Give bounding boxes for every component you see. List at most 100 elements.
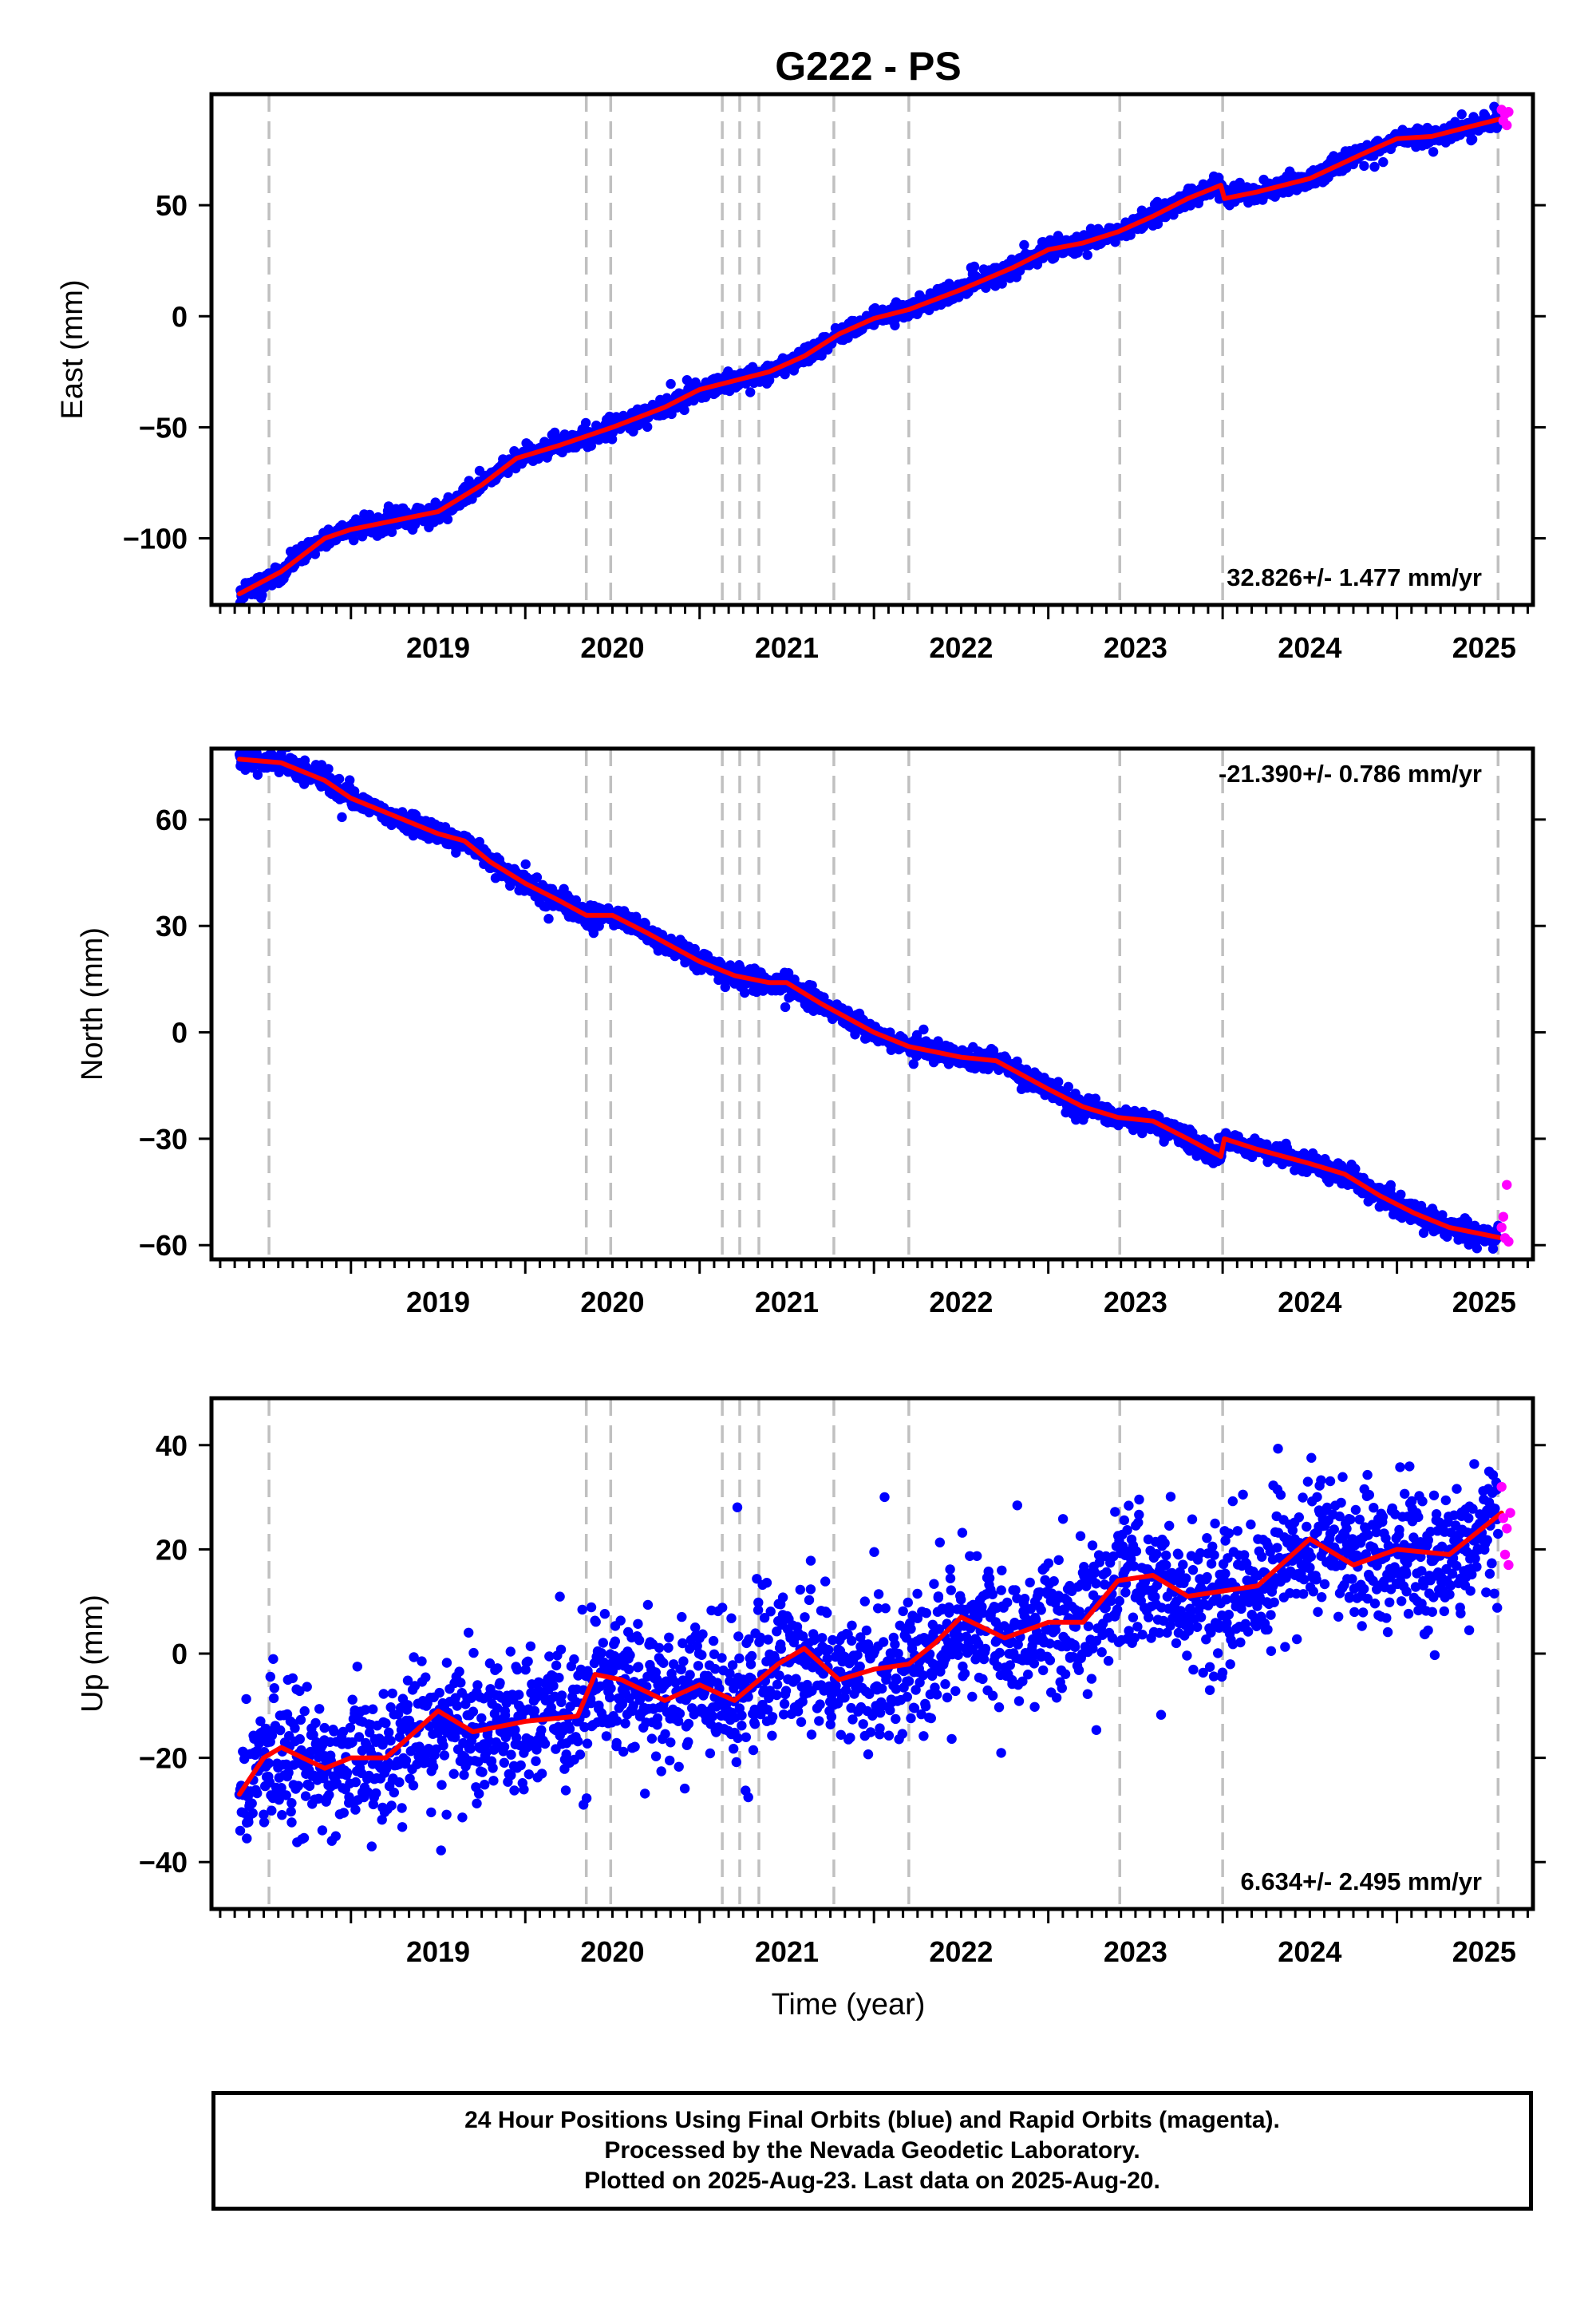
y-tick-label: 0 xyxy=(172,300,188,333)
final-orbit-point xyxy=(666,409,677,420)
plot-frame-north xyxy=(209,746,1535,1262)
final-orbit-point xyxy=(334,773,345,785)
final-orbit-point xyxy=(345,775,355,785)
final-orbit-point xyxy=(679,405,689,416)
x-tick-label: 2022 xyxy=(929,1286,993,1318)
final-orbit-point xyxy=(242,1833,252,1844)
final-orbit-point xyxy=(286,1798,297,1808)
final-orbit-point xyxy=(745,387,756,397)
x-tick-label: 2022 xyxy=(929,631,993,664)
x-axis-north: 2019 2020 2021 2022 2023 2024 2025 xyxy=(219,1261,1529,1318)
final-orbit-point xyxy=(268,1693,279,1704)
y-axis-label: North (mm) xyxy=(76,927,109,1081)
rapid-orbit-point xyxy=(1496,1222,1507,1233)
model-fit-line xyxy=(237,116,1504,597)
final-orbit-point xyxy=(286,1806,296,1817)
final-orbit-point xyxy=(981,283,991,293)
rapid-orbit-point xyxy=(1503,1236,1514,1247)
velocity-annotation: -21.390+/- 0.786 mm/yr xyxy=(1219,760,1482,788)
rapid-orbit-points xyxy=(1496,105,1514,131)
final-orbit-point xyxy=(1019,239,1029,251)
final-orbit-point xyxy=(580,417,591,429)
final-orbit-point xyxy=(408,830,419,841)
final-orbit-point xyxy=(276,1783,286,1793)
final-orbit-point xyxy=(918,1024,929,1035)
final-orbit-point xyxy=(281,1790,291,1800)
plot-area-north xyxy=(235,749,1514,1259)
x-tick-label: 2019 xyxy=(406,1286,470,1318)
y-axis-label: East (mm) xyxy=(56,279,89,419)
final-orbit-point xyxy=(1350,1164,1361,1174)
plot-area-up xyxy=(234,1398,1515,1909)
final-orbit-point xyxy=(543,914,554,924)
final-orbit-point xyxy=(241,1694,251,1705)
final-orbit-point xyxy=(235,1825,246,1836)
final-orbit-point xyxy=(349,535,359,546)
final-orbit-point xyxy=(259,1809,269,1820)
final-orbit-point xyxy=(1359,160,1369,172)
x-tick-label: 2023 xyxy=(1104,1286,1167,1318)
final-orbit-point xyxy=(1063,1081,1074,1093)
final-orbit-point xyxy=(451,848,461,858)
y-tick-label: −30 xyxy=(139,1123,188,1156)
final-orbit-points xyxy=(235,749,1503,1254)
final-orbit-point xyxy=(383,501,394,512)
final-orbit-point xyxy=(265,1671,275,1682)
final-orbit-point xyxy=(274,1795,284,1805)
final-orbit-point xyxy=(807,980,817,991)
final-orbit-point xyxy=(267,1730,278,1741)
final-orbit-point xyxy=(287,1673,298,1683)
final-orbit-point xyxy=(933,1036,943,1046)
final-orbit-point xyxy=(1369,161,1380,172)
final-orbit-point xyxy=(1437,1210,1448,1220)
final-orbit-point xyxy=(1418,1227,1429,1239)
final-orbit-point xyxy=(666,378,676,389)
x-tick-label: 2024 xyxy=(1278,631,1341,664)
rapid-orbit-point xyxy=(1502,1180,1512,1190)
y-tick-label: 60 xyxy=(156,804,188,836)
final-orbit-point xyxy=(364,509,375,520)
y-tick-label: −60 xyxy=(139,1229,188,1262)
final-orbit-point xyxy=(1071,1114,1081,1125)
final-orbit-point xyxy=(908,1059,919,1069)
final-orbit-point xyxy=(243,1816,254,1828)
final-orbit-point xyxy=(255,1716,266,1726)
final-orbit-point xyxy=(277,1810,287,1820)
final-orbit-point xyxy=(257,590,267,600)
final-orbit-point xyxy=(520,859,531,870)
y-tick-label: 50 xyxy=(156,189,188,222)
x-tick-label: 2020 xyxy=(580,1286,644,1318)
final-orbit-point xyxy=(783,968,794,978)
final-orbit-point xyxy=(1456,109,1467,120)
final-orbit-point xyxy=(1472,1243,1483,1254)
final-orbit-point xyxy=(740,987,750,998)
x-tick-label: 2021 xyxy=(755,631,819,664)
final-orbit-point xyxy=(1053,1077,1064,1087)
final-orbit-point xyxy=(1378,156,1389,168)
final-orbit-point xyxy=(263,1758,275,1769)
final-orbit-point xyxy=(442,514,453,524)
panel-up: 2019 2020 2021 2022 2023 2024 2025−40−2002040U… xyxy=(76,1396,1546,2022)
plot-frame-east xyxy=(209,92,1535,607)
x-tick-label: 2019 xyxy=(406,631,470,664)
plot-title: G222 - PS xyxy=(775,44,961,89)
final-orbit-point xyxy=(252,769,263,781)
y-tick-label: 30 xyxy=(156,910,188,943)
final-orbit-point xyxy=(269,1683,279,1694)
plot-area-east xyxy=(234,94,1514,605)
x-tick-label: 2023 xyxy=(1104,631,1167,664)
y-tick-label: 0 xyxy=(172,1017,188,1049)
x-tick-label: 2025 xyxy=(1452,631,1516,664)
rapid-orbit-points xyxy=(1496,1180,1514,1247)
x-tick-label: 2021 xyxy=(755,1286,819,1318)
final-orbit-point xyxy=(642,421,653,433)
final-orbit-point xyxy=(247,1808,258,1819)
final-orbit-point xyxy=(247,1798,257,1808)
final-orbit-point xyxy=(1082,250,1092,260)
x-tick-label: 2025 xyxy=(1452,1286,1516,1318)
final-orbit-point xyxy=(268,1654,279,1664)
velocity-annotation: 32.826+/- 1.477 mm/yr xyxy=(1227,563,1482,591)
final-orbit-point xyxy=(286,1817,297,1828)
final-orbit-point xyxy=(1396,1189,1406,1200)
